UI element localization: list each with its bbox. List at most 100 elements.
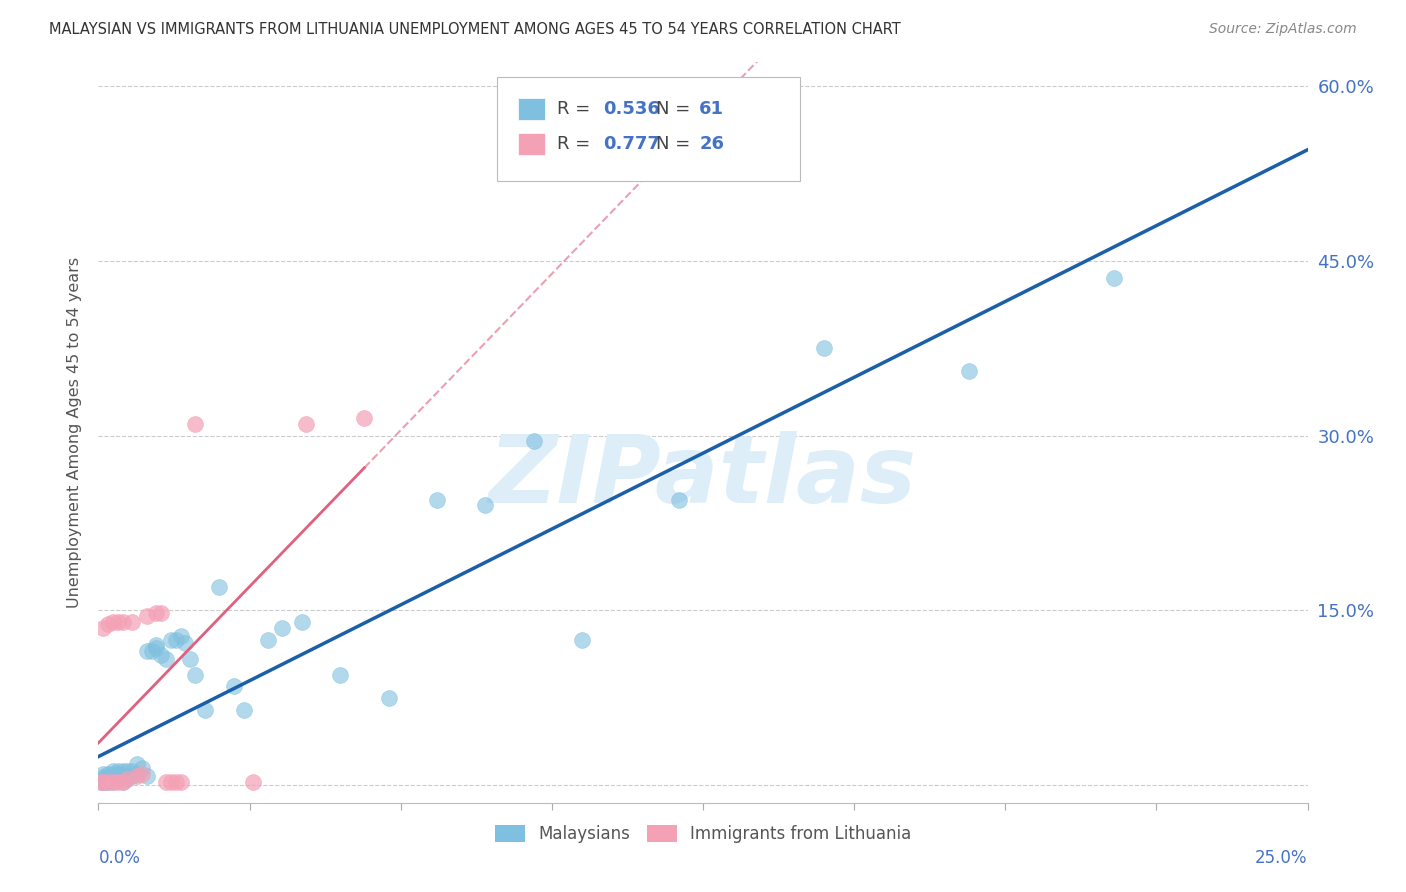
Point (111, 764, 134, 779)
Point (208, 580, 231, 594)
Point (91, 774, 114, 789)
Point (377, 690, 399, 705)
Point (668, 492, 690, 507)
Point (101, 770, 124, 784)
Point (290, 615, 312, 629)
FancyBboxPatch shape (517, 133, 544, 155)
Point (131, 761, 153, 775)
Text: MALAYSIAN VS IMMIGRANTS FROM LITHUANIA UNEMPLOYMENT AMONG AGES 45 TO 54 YEARS CO: MALAYSIAN VS IMMIGRANTS FROM LITHUANIA U… (49, 22, 901, 37)
Text: 0.777: 0.777 (603, 135, 659, 153)
Legend: Malaysians, Immigrants from Lithuania: Malaysians, Immigrants from Lithuania (488, 819, 918, 850)
Point (101, 774, 124, 789)
Text: N =: N = (655, 100, 696, 118)
Point (135, 609, 157, 624)
Point (813, 341, 835, 355)
Point (160, 632, 183, 647)
Text: 25.0%: 25.0% (1256, 848, 1308, 867)
Point (101, 764, 124, 779)
Point (127, 757, 149, 772)
Point (97, 774, 120, 789)
Point (121, 615, 143, 629)
Point (107, 774, 129, 789)
Point (145, 606, 167, 620)
Point (160, 774, 183, 789)
Point (135, 769, 157, 783)
Text: Source: ZipAtlas.com: Source: ZipAtlas.com (1209, 22, 1357, 37)
Point (957, 364, 980, 378)
Text: R =: R = (557, 100, 596, 118)
Point (91, 774, 114, 789)
Point (426, 492, 449, 507)
Point (131, 766, 153, 780)
Point (121, 769, 143, 783)
Point (101, 615, 124, 629)
Point (174, 636, 197, 650)
Point (100, 772, 122, 787)
Point (117, 772, 139, 787)
Point (111, 774, 134, 789)
Point (97, 774, 120, 789)
Point (101, 772, 124, 787)
Point (169, 629, 191, 643)
Point (107, 766, 129, 780)
Point (571, 632, 593, 647)
Point (121, 764, 143, 779)
Point (194, 702, 217, 716)
Point (107, 615, 129, 629)
Point (90, 774, 112, 789)
Point (91, 772, 114, 787)
Text: N =: N = (655, 135, 696, 153)
Text: ZIPatlas: ZIPatlas (489, 431, 917, 523)
Point (101, 766, 124, 780)
Point (90, 774, 112, 789)
Point (242, 774, 264, 789)
Point (523, 434, 546, 449)
Point (145, 640, 167, 655)
Point (97, 770, 120, 784)
Point (222, 679, 245, 693)
Point (145, 639, 167, 653)
Point (97, 772, 120, 787)
FancyBboxPatch shape (517, 98, 544, 120)
Point (127, 769, 149, 783)
Point (150, 648, 173, 662)
Text: 26: 26 (699, 135, 724, 153)
Point (97, 617, 120, 632)
Point (329, 667, 352, 681)
Point (295, 417, 318, 431)
Point (107, 764, 129, 779)
Point (256, 632, 278, 647)
Point (141, 644, 163, 658)
Text: 61: 61 (699, 100, 724, 118)
Point (111, 615, 134, 629)
Text: 0.536: 0.536 (603, 100, 659, 118)
Point (184, 417, 207, 431)
Point (232, 702, 254, 716)
Point (474, 499, 496, 513)
Point (179, 652, 201, 666)
Y-axis label: Unemployment Among Ages 45 to 54 years: Unemployment Among Ages 45 to 54 years (67, 257, 83, 608)
Point (353, 411, 375, 425)
Point (94, 774, 117, 789)
Point (97, 766, 120, 780)
Text: R =: R = (557, 135, 596, 153)
Point (117, 764, 139, 779)
Point (165, 632, 187, 647)
Point (111, 770, 134, 784)
Point (184, 667, 207, 681)
Point (91, 766, 114, 780)
Text: 0.0%: 0.0% (98, 848, 141, 867)
Point (155, 652, 177, 666)
Point (1102, 271, 1125, 285)
Point (107, 770, 129, 784)
Point (127, 766, 149, 780)
Point (91, 770, 114, 784)
Point (135, 644, 157, 658)
Point (150, 606, 173, 620)
Point (117, 772, 139, 787)
Point (101, 774, 124, 789)
Point (155, 774, 177, 789)
Point (165, 774, 187, 789)
Point (107, 772, 129, 787)
Point (111, 774, 134, 789)
